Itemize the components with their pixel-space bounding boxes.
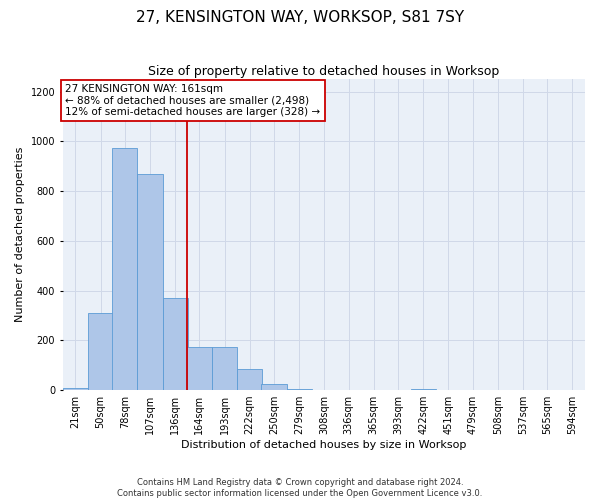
- Text: 27 KENSINGTON WAY: 161sqm
← 88% of detached houses are smaller (2,498)
12% of se: 27 KENSINGTON WAY: 161sqm ← 88% of detac…: [65, 84, 320, 117]
- Y-axis label: Number of detached properties: Number of detached properties: [15, 147, 25, 322]
- Bar: [163, 298, 188, 390]
- Text: 27, KENSINGTON WAY, WORKSOP, S81 7SY: 27, KENSINGTON WAY, WORKSOP, S81 7SY: [136, 10, 464, 25]
- Title: Size of property relative to detached houses in Worksop: Size of property relative to detached ho…: [148, 65, 500, 78]
- Bar: [63, 388, 88, 390]
- Bar: [88, 313, 113, 390]
- Bar: [212, 346, 237, 390]
- Bar: [112, 148, 137, 390]
- Text: Contains HM Land Registry data © Crown copyright and database right 2024.
Contai: Contains HM Land Registry data © Crown c…: [118, 478, 482, 498]
- X-axis label: Distribution of detached houses by size in Worksop: Distribution of detached houses by size …: [181, 440, 467, 450]
- Bar: [187, 346, 212, 390]
- Bar: [262, 384, 287, 390]
- Bar: [137, 174, 163, 390]
- Bar: [410, 389, 436, 390]
- Bar: [237, 369, 262, 390]
- Bar: [287, 389, 312, 390]
